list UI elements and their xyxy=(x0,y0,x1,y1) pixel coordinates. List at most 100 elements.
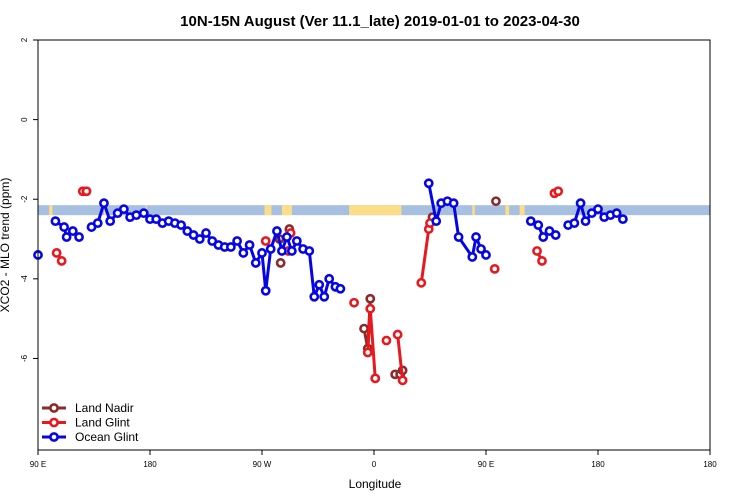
data-point xyxy=(553,186,564,197)
y-axis: 2 0 -2 -4 -6 xyxy=(20,37,38,362)
legend-marker xyxy=(49,432,59,442)
data-point xyxy=(225,242,236,252)
data-point xyxy=(448,198,459,209)
data-point xyxy=(74,232,84,242)
data-point xyxy=(423,178,434,189)
data-point xyxy=(324,273,335,284)
chart-title: 10N-15N August (Ver 11.1_late) 2019-01-0… xyxy=(180,13,580,30)
data-point xyxy=(176,220,187,230)
data-point xyxy=(61,232,72,242)
data-point xyxy=(232,236,243,246)
data-point xyxy=(362,347,373,358)
data-point xyxy=(81,186,92,197)
y-tick-label: -4 xyxy=(20,275,29,283)
data-point xyxy=(370,373,381,384)
data-point xyxy=(489,263,500,274)
data-point xyxy=(67,226,78,236)
data-point xyxy=(431,216,442,227)
y-tick-label: 0 xyxy=(20,117,29,122)
series-line xyxy=(427,183,488,261)
data-point xyxy=(244,240,255,250)
data-point xyxy=(265,244,276,254)
data-point xyxy=(335,283,346,294)
data-point xyxy=(272,226,282,236)
data-point xyxy=(471,232,481,242)
data-point xyxy=(365,303,376,314)
data-point xyxy=(291,236,302,246)
data-point xyxy=(397,375,408,386)
data-point xyxy=(365,293,376,304)
data-point xyxy=(56,256,67,266)
x-tick-label: 180 xyxy=(703,460,717,469)
legend-label: Land Glint xyxy=(75,416,130,430)
legend-marker xyxy=(49,403,59,413)
land-span xyxy=(472,205,475,216)
data-point xyxy=(309,291,320,302)
land-span xyxy=(281,205,292,216)
data-point xyxy=(617,214,628,225)
data-point xyxy=(281,232,292,242)
data-point xyxy=(59,222,70,232)
data-point xyxy=(359,323,369,334)
data-point xyxy=(277,246,287,256)
x-tick-label: 180 xyxy=(143,460,157,469)
series-line xyxy=(396,334,405,381)
x-tick-label: 90 W xyxy=(253,460,272,469)
x-axis-label: Longitude xyxy=(349,477,402,491)
y-tick-label: -2 xyxy=(20,195,29,203)
x-tick-label: 90 E xyxy=(30,460,46,469)
land-span xyxy=(349,205,402,216)
data-point xyxy=(138,208,149,219)
y-tick-label: 2 xyxy=(20,37,29,42)
data-point xyxy=(304,246,315,256)
data-point xyxy=(611,208,622,219)
data-point xyxy=(260,236,271,246)
data-point xyxy=(319,291,330,302)
legend-item: Ocean Glint xyxy=(42,430,139,444)
legend-item: Land Nadir xyxy=(42,401,134,415)
land-span xyxy=(49,205,53,216)
x-tick-label: 90 E xyxy=(478,460,494,469)
data-point xyxy=(453,232,464,242)
data-point xyxy=(593,204,603,215)
data-point xyxy=(525,216,536,227)
legend-item: Land Glint xyxy=(42,416,130,430)
data-point xyxy=(105,216,116,227)
data-point xyxy=(467,252,478,262)
data-point xyxy=(131,210,142,221)
series-land-glint xyxy=(51,186,564,386)
data-point xyxy=(250,258,261,268)
data-point xyxy=(286,246,297,256)
land-span xyxy=(264,205,272,216)
x-axis: 90 E 180 90 W 0 90 E 180 180 xyxy=(30,450,717,469)
data-point xyxy=(275,258,286,268)
data-point xyxy=(50,216,61,227)
data-point xyxy=(194,234,205,244)
series-line xyxy=(366,308,377,379)
y-axis-label: XCO2 - MLO trend (ppm) xyxy=(0,178,12,313)
data-point xyxy=(491,196,501,207)
legend-label: Land Nadir xyxy=(75,401,134,415)
data-point xyxy=(392,329,403,340)
data-point xyxy=(92,218,103,229)
data-point xyxy=(580,216,591,227)
data-point xyxy=(481,250,491,260)
data-point xyxy=(349,297,359,308)
legend-label: Ocean Glint xyxy=(75,430,139,444)
data-point xyxy=(238,248,249,258)
land-span xyxy=(519,205,525,216)
y-tick-label: -6 xyxy=(20,354,29,362)
data-point xyxy=(381,335,392,346)
series-land-nadir xyxy=(274,196,501,380)
x-tick-label: 180 xyxy=(591,460,605,469)
plot-frame xyxy=(37,39,711,451)
legend-marker xyxy=(49,417,59,428)
series-ocean-glint xyxy=(33,178,628,302)
data-point xyxy=(537,256,547,266)
data-point xyxy=(314,279,325,290)
data-point xyxy=(569,218,580,229)
data-point xyxy=(532,246,542,256)
data-point xyxy=(538,232,549,242)
